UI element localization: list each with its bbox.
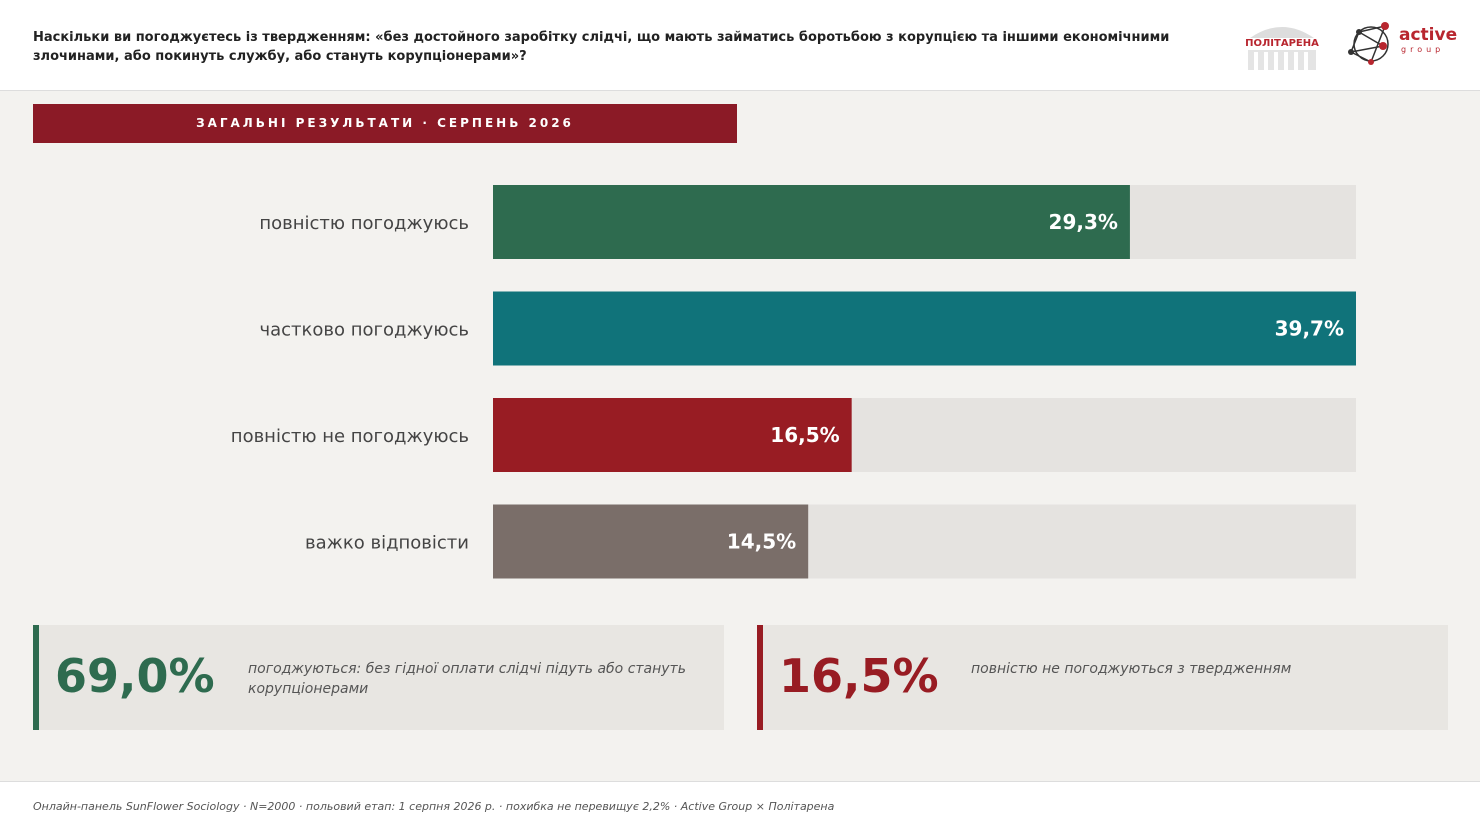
question: Наскільки ви погоджуєтесь із твердженням…	[33, 30, 1170, 64]
summary-card: 16,5% повністю не погоджуються з твердже…	[757, 625, 1448, 730]
footer: Онлайн-панель SunFlower Sociology · N=20…	[0, 781, 1480, 833]
summary-value: 69,0%	[55, 649, 215, 703]
banner: ЗАГАЛЬНІ РЕЗУЛЬТАТИ · СЕРПЕНЬ 2026	[33, 104, 737, 143]
category-label: повністю не погоджуюсь	[231, 426, 469, 447]
logo-active: active group	[1348, 22, 1457, 65]
summary-text: повністю не погоджуються з твердженням	[971, 661, 1292, 677]
summary-text: погоджуються: без гідної оплати слідчі п…	[248, 661, 686, 697]
value-label: 16,5%	[770, 423, 839, 447]
bar	[493, 291, 1356, 366]
value-label: 29,3%	[1049, 210, 1118, 234]
category-label: повністю погоджуюсь	[259, 213, 469, 234]
footer-text: Онлайн-панель SunFlower Sociology · N=20…	[33, 800, 835, 813]
value-label: 39,7%	[1275, 317, 1344, 341]
chart: повністю погоджуюсь 29,3% частково погоджу…	[231, 185, 1356, 579]
summary-card: 69,0% погоджуються: без гідної оплати сл…	[33, 625, 724, 730]
logo-right-text: active	[1399, 25, 1457, 45]
value-label: 14,5%	[727, 530, 796, 554]
logo-politarena: ПОЛІТАРЕНА	[1245, 27, 1319, 70]
header: Наскільки ви погоджуєтесь із твердженням…	[0, 0, 1480, 91]
bar	[493, 504, 809, 579]
category-label: частково погоджуюсь	[260, 320, 470, 341]
category-label: важко відповісти	[305, 533, 469, 554]
bar	[493, 185, 1130, 259]
bar	[493, 398, 852, 472]
summary-value: 16,5%	[779, 649, 939, 703]
logo-left-text: ПОЛІТАРЕНА	[1245, 38, 1319, 49]
logo-right-sub: group	[1401, 45, 1444, 54]
